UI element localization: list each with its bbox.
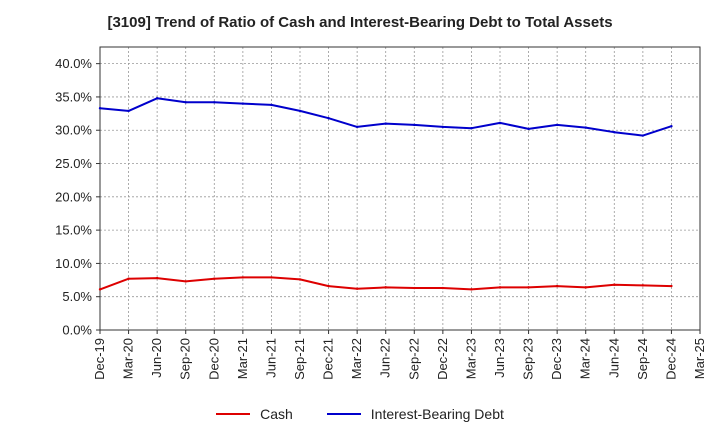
y-tick-label: 5.0% (62, 289, 92, 304)
data-point-interest-bearing-debt (355, 125, 359, 129)
y-tick-label: 0.0% (62, 323, 92, 338)
x-tick-label: Jun-24 (606, 338, 621, 378)
data-point-interest-bearing-debt (184, 101, 187, 104)
data-point-cash (498, 286, 502, 289)
data-point-interest-bearing-debt (127, 109, 130, 113)
data-point-cash (298, 278, 302, 281)
chart-legend: Cash Interest-Bearing Debt (0, 406, 720, 422)
chart-title: [3109] Trend of Ratio of Cash and Intere… (107, 14, 613, 31)
legend-item-interest-bearing-debt: Interest-Bearing Debt (326, 406, 504, 422)
data-point-cash (670, 284, 673, 288)
data-point-cash (184, 280, 187, 283)
data-point-cash (213, 277, 216, 280)
data-point-cash (613, 283, 616, 286)
y-tick-label: 30.0% (55, 123, 92, 138)
data-point-cash (127, 277, 130, 280)
data-point-interest-bearing-debt (641, 134, 645, 137)
y-tick-label: 40.0% (55, 56, 92, 71)
data-point-interest-bearing-debt (527, 127, 530, 131)
data-point-interest-bearing-debt (241, 102, 245, 105)
x-tick-label: Jun-20 (149, 338, 164, 378)
data-point-interest-bearing-debt (213, 101, 216, 104)
data-point-cash (413, 286, 416, 290)
x-tick-label: Mar-21 (235, 338, 250, 379)
x-tick-label: Mar-20 (121, 338, 136, 379)
data-point-interest-bearing-debt (470, 127, 473, 130)
x-tick-label: Dec-21 (321, 338, 336, 380)
x-tick-label: Dec-23 (549, 338, 564, 380)
data-point-interest-bearing-debt (555, 123, 559, 127)
data-point-interest-bearing-debt (613, 131, 616, 134)
y-tick-label: 35.0% (55, 89, 92, 104)
data-point-interest-bearing-debt (155, 97, 159, 100)
data-point-cash (241, 276, 245, 279)
x-tick-label: Sep-23 (521, 338, 536, 380)
legend-swatch-interest-bearing-debt (326, 413, 361, 415)
legend-label-cash: Cash (260, 406, 293, 422)
x-tick-label: Mar-24 (578, 338, 593, 379)
data-point-interest-bearing-debt (270, 103, 273, 107)
y-tick-label: 20.0% (55, 189, 92, 204)
x-tick-label: Mar-22 (349, 338, 364, 379)
data-point-interest-bearing-debt (98, 107, 102, 110)
plot-frame (99, 46, 701, 331)
x-tick-label: Mar-25 (692, 338, 707, 379)
data-point-cash (441, 286, 445, 290)
data-point-interest-bearing-debt (441, 125, 445, 129)
data-point-cash (355, 287, 359, 290)
data-point-interest-bearing-debt (498, 121, 502, 125)
x-tick-label: Jun-22 (378, 338, 393, 378)
x-tick-label: Dec-19 (92, 338, 107, 380)
data-point-interest-bearing-debt (584, 126, 587, 129)
data-point-cash (270, 276, 273, 279)
plot-area (100, 47, 700, 330)
x-tick-label: Sep-21 (292, 338, 307, 380)
data-point-interest-bearing-debt (327, 117, 330, 120)
legend-label-interest-bearing-debt: Interest-Bearing Debt (370, 406, 504, 422)
data-point-interest-bearing-debt (670, 125, 673, 128)
x-tick-label: Dec-20 (206, 338, 221, 380)
data-point-cash (384, 286, 387, 289)
data-point-interest-bearing-debt (298, 109, 302, 113)
data-point-cash (527, 286, 530, 289)
data-point-cash (641, 284, 645, 287)
data-point-cash (555, 284, 559, 288)
legend-swatch-cash (216, 413, 251, 415)
data-point-cash (98, 288, 102, 291)
data-point-cash (155, 276, 159, 280)
y-tick-label: 15.0% (55, 223, 92, 238)
data-point-cash (584, 286, 587, 289)
y-tick-label: 10.0% (55, 256, 92, 271)
data-point-interest-bearing-debt (413, 123, 416, 127)
x-tick-label: Sep-22 (406, 338, 421, 380)
x-tick-label: Dec-24 (663, 338, 678, 380)
x-tick-label: Jun-21 (263, 338, 278, 378)
y-tick-label: 25.0% (55, 156, 92, 171)
x-tick-label: Sep-24 (635, 338, 650, 380)
x-tick-label: Jun-23 (492, 338, 507, 378)
data-point-cash (470, 288, 473, 291)
x-tick-label: Dec-22 (435, 338, 450, 380)
x-tick-label: Mar-23 (463, 338, 478, 379)
data-point-cash (327, 284, 330, 288)
legend-item-cash: Cash (216, 406, 293, 422)
x-tick-label: Sep-20 (178, 338, 193, 380)
data-point-interest-bearing-debt (384, 122, 387, 125)
